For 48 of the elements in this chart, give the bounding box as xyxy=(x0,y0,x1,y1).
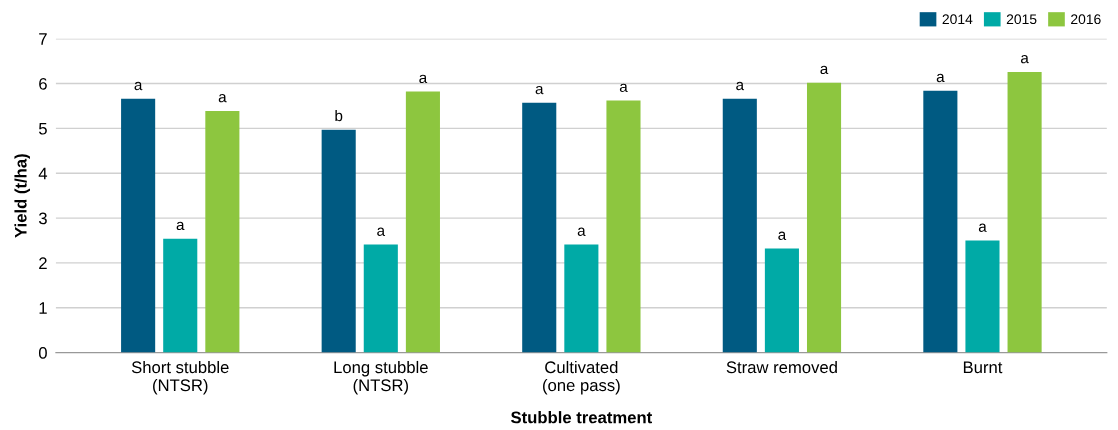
bar xyxy=(965,240,1000,353)
bar xyxy=(522,102,557,353)
legend-label: 2015 xyxy=(1006,14,1037,25)
x-tick-label: Burnt xyxy=(963,361,1003,374)
data-label: a xyxy=(619,83,628,93)
bar xyxy=(806,82,842,353)
data-label: a xyxy=(1020,54,1029,64)
bar xyxy=(405,91,440,353)
data-label: a xyxy=(218,93,227,103)
bar xyxy=(1007,71,1042,353)
y-tick-label: 0 xyxy=(38,347,47,359)
x-axis-title: Stubble treatment xyxy=(511,411,652,424)
y-tick-label: 4 xyxy=(38,167,48,180)
y-tick-label: 3 xyxy=(38,212,47,225)
data-label: a xyxy=(419,74,428,84)
bar xyxy=(121,98,156,353)
bar xyxy=(564,244,599,353)
data-label: a xyxy=(577,227,586,236)
data-label: a xyxy=(820,65,829,75)
x-tick-label: Straw removed xyxy=(726,360,837,374)
bar xyxy=(923,90,958,353)
x-tick-label: Cultivated (one pass) xyxy=(543,360,620,395)
legend-label: 2014 xyxy=(942,14,973,25)
x-tick-label: Long stubble (NTSR) xyxy=(334,360,428,395)
data-label: a xyxy=(134,81,143,91)
x-tick-label: Short stubble (NTSR) xyxy=(131,360,229,395)
data-label: a xyxy=(377,227,386,236)
data-label: b xyxy=(335,109,343,122)
data-label: a xyxy=(176,221,185,231)
bar xyxy=(363,244,398,353)
y-tick-label: 5 xyxy=(38,122,47,135)
bar xyxy=(722,98,757,353)
legend-label: 2016 xyxy=(1071,14,1101,25)
y-tick-label: 1 xyxy=(39,302,47,314)
y-axis-title: Yield (t/ha) xyxy=(14,154,30,238)
data-label: a xyxy=(778,231,787,240)
bar xyxy=(606,100,641,353)
bar xyxy=(205,110,240,353)
y-tick-label: 2 xyxy=(39,257,47,269)
data-label: a xyxy=(978,223,987,232)
data-label: a xyxy=(736,81,745,91)
bar xyxy=(764,248,799,353)
bar xyxy=(163,238,198,353)
bar xyxy=(321,129,356,353)
y-tick-label: 6 xyxy=(39,77,47,90)
data-label: a xyxy=(936,73,945,83)
y-tick-label: 7 xyxy=(39,33,47,45)
data-label: a xyxy=(535,85,544,95)
